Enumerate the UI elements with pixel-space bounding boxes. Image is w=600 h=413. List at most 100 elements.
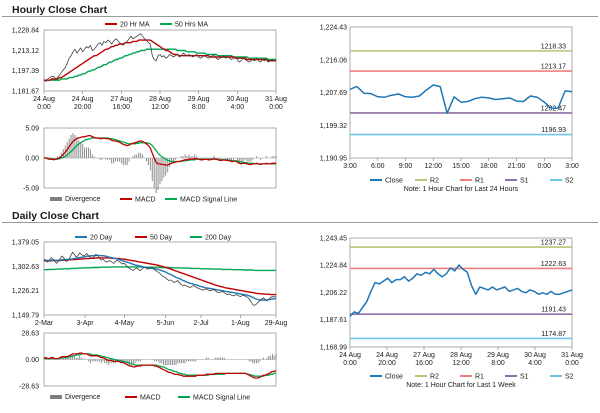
hourly-24h-legend-s2-label: S2 (565, 178, 574, 185)
series-daily-macd-line (44, 352, 277, 379)
hourly-24h-level-s2-label: 1196.93 (541, 127, 566, 134)
weekly-1h-legend-r1-label: R1 (475, 374, 484, 381)
hourly-price-xtick-label: 27 Aug (110, 96, 132, 103)
hourly-24h-ytick-label: 1,224.43 (320, 25, 347, 32)
hourly-24h-xtick-label: 3:00 (343, 163, 357, 170)
hourly-price-xtick-label-time: 0:00 (37, 104, 51, 111)
legend-macd-label: MACD (135, 197, 156, 204)
daily-price-xtick-label: 29-Aug (265, 320, 288, 327)
weekly-1h-legend-s1-label: S1 (520, 374, 529, 381)
hourly-macd-chart: 5.09 0.00 -5.09 Divergence MACD MACD Signal L… (23, 126, 277, 204)
hourly-24h-xtick-label: 0:00 (537, 163, 551, 170)
weekly-1h-legend-r2-label: R2 (430, 374, 439, 381)
weekly-1h-xtick-label: 29 Aug (487, 352, 509, 359)
hourly-24h-close-line (349, 84, 573, 114)
series-20hr-ma-line (44, 39, 276, 81)
daily-macd-ytick-label: -28.63 (19, 384, 39, 391)
hourly-24h-ytick-label: 1,199.32 (320, 123, 347, 130)
weekly-1h-level-r1-label: 1222.63 (541, 261, 566, 268)
weekly-1h-ytick-label: 1,206.22 (320, 290, 347, 297)
hourly-macd-ytick-label: 0.00 (25, 156, 39, 163)
daily-legend-macd-signal-label: MACD Signal Line (193, 395, 250, 402)
hourly-24h-xtick-label: 9:00 (399, 163, 413, 170)
series-hourly-price-line (43, 33, 277, 82)
hourly-24h-ytick-label: 1,207.69 (320, 90, 347, 97)
daily-price-plot-frame (43, 241, 277, 316)
daily-price-ytick-label: 1,379.05 (12, 240, 39, 247)
hourly-24h-legend-r2-label: R2 (430, 178, 439, 185)
legend-divergence-label: Divergence (65, 196, 101, 203)
hourly-24h-xtick-label: 3:00 (565, 163, 579, 170)
hourly-24h-legend-r1-label: R1 (475, 178, 484, 185)
weekly-1h-xtick-label: 31 Aug (561, 352, 583, 359)
hourly-price-xtick-label: 24 Aug (33, 96, 55, 103)
hourly-price-xtick-label-time: 12:00 (151, 104, 169, 111)
weekly-1h-xtick-label: 24 Aug (376, 352, 398, 359)
weekly-1h-xtick-label-time: 8:00 (491, 360, 505, 367)
hourly-24h-xtick-label: 21:00 (508, 163, 526, 170)
weekly-1h-xtick-label-time: 12:00 (452, 360, 470, 367)
hourly-close-chart-title: Hourly Close Chart (2, 3, 598, 17)
series-hourly-macd-signal-line (44, 137, 276, 165)
hourly-price-xtick-label-time: 4:00 (231, 104, 245, 111)
hourly-24h-legend-close-label: Close (385, 178, 403, 185)
daily-macd-ytick-label: 28.63 (21, 331, 39, 338)
hourly-price-xtick-label: 31 Aug (265, 96, 287, 103)
hourly-24h-xtick-label: 15:00 (452, 163, 470, 170)
hourly-price-ytick-label: 1,197.39 (12, 68, 39, 75)
legend-divergence-swatch (50, 197, 62, 201)
hourly-price-ytick-label: 1,213.12 (12, 48, 39, 55)
hourly-price-xtick-label-time: 8:00 (192, 104, 206, 111)
daily-macd-chart: 28.63 0.00 -28.63 Divergence MACD MACD Signal… (19, 331, 277, 402)
hourly-price-xtick-label: 30 Aug (226, 96, 248, 103)
series-50-day-line (44, 257, 276, 296)
daily-price-chart: 1,379.05 1,302.63 1,226.21 1,149.792-Mar 3-A… (12, 235, 288, 328)
weekly-1h-level-r2-label: 1237.27 (541, 240, 566, 247)
daily-close-chart-title: Daily Close Chart (2, 209, 598, 223)
weekly-1h-xtick-label-time: 16:00 (415, 360, 433, 367)
hourly-24h-legend-s1-label: S1 (520, 178, 529, 185)
legend-20-day-label: 20 Day (90, 235, 113, 242)
legend-200-day-label: 200 Day (205, 235, 232, 242)
weekly-1h-close-line (349, 264, 573, 317)
weekly-1h-xtick-label: 24 Aug (339, 352, 361, 359)
weekly-1h-xtick-label-time: 0:00 (343, 360, 357, 367)
weekly-1h-level-s1-label: 1191.43 (541, 307, 566, 314)
daily-price-xtick-label: 4-May (115, 320, 135, 327)
weekly-1h-xtick-label: 28 Aug (450, 352, 472, 359)
daily-price-ytick-label: 1,149.79 (12, 313, 39, 320)
weekly-1h-legend-close-label: Close (385, 374, 403, 381)
weekly-1h-note: Note: 1 Hour Chart for Last 1 Week (406, 382, 516, 389)
series-50hr-ma-line (44, 48, 276, 81)
daily-price-xtick-label: 2-Jul (193, 320, 209, 327)
daily-legend-divergence-swatch (50, 395, 62, 399)
hourly-price-xtick-label-time: 16:00 (113, 104, 131, 111)
hourly-price-xtick-label-time: 0:00 (269, 104, 283, 111)
hourly-price-xtick-label: 28 Aug (149, 96, 171, 103)
weekly-1h-xtick-label: 30 Aug (524, 352, 546, 359)
legend-50hr-ma-label: 50 Hrs MA (175, 22, 208, 29)
weekly-1h-xtick-label-time: 0:00 (565, 360, 579, 367)
series-daily-price-line (43, 251, 277, 306)
hourly-24h-level-s1-label: 1202.47 (541, 105, 566, 112)
hourly-macd-ytick-label: 5.09 (25, 126, 39, 133)
hourly-24h-xtick-label: 6:00 (371, 163, 385, 170)
weekly-1h-pivot-chart: 1,243.45 1,224.84 1,206.22 1,187.61 1,168.99… (320, 236, 583, 390)
daily-price-xtick-label: 3-Apr (76, 320, 94, 327)
daily-price-xtick-label: 2-Mar (35, 320, 54, 327)
daily-legend-divergence-label: Divergence (65, 394, 101, 401)
hourly-price-xtick-label-time: 20:00 (74, 104, 92, 111)
weekly-1h-ytick-label: 1,224.84 (320, 263, 347, 270)
hourly-price-xtick-label: 29 Aug (188, 96, 210, 103)
hourly-24h-note: Note: 1 Hour Chart for Last 24 Hours (404, 186, 519, 193)
daily-legend-macd-label: MACD (140, 395, 161, 402)
hourly-24h-level-r2-label: 1218.33 (541, 43, 566, 50)
weekly-1h-plot-frame (349, 237, 573, 348)
weekly-1h-ytick-label: 1,168.99 (320, 345, 347, 352)
hourly-24h-ytick-label: 1,216.06 (320, 57, 347, 64)
hourly-24h-pivot-chart: 1,224.43 1,216.06 1,207.69 1,199.32 1,190.95… (320, 25, 579, 194)
weekly-1h-xtick-label: 27 Aug (413, 352, 435, 359)
daily-price-ytick-label: 1,302.63 (12, 264, 39, 271)
